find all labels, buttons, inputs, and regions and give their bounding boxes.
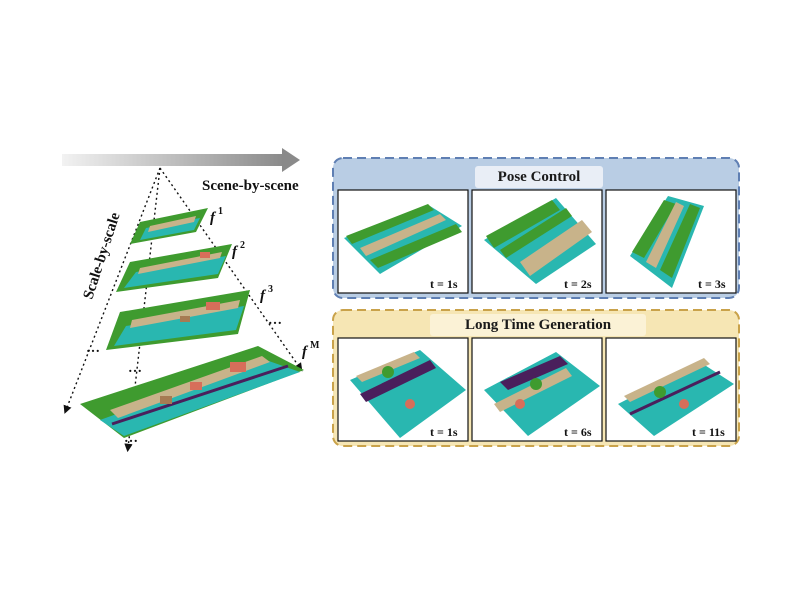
pose-time-label-3: t = 3s	[698, 277, 726, 291]
scene-by-scene-arrow	[62, 148, 300, 172]
long-frame-1	[337, 337, 469, 442]
pyramid-layer-2	[116, 244, 232, 292]
ellipsis-left: …	[86, 341, 100, 356]
pose-time-label-2: t = 2s	[564, 277, 592, 291]
svg-text:f: f	[302, 344, 309, 360]
scale-label-1: f 1	[210, 206, 223, 226]
long-frame-3	[605, 337, 737, 442]
ellipsis-right: …	[268, 313, 282, 328]
pose-frame-3	[605, 189, 737, 294]
pose-time-label-1: t = 1s	[430, 277, 458, 291]
pose-control-title: Pose Control	[475, 166, 603, 188]
svg-text:f: f	[210, 210, 217, 226]
pose-frame-2	[471, 189, 603, 294]
long-time-title: Long Time Generation	[430, 314, 646, 336]
pyramid-layer-4	[80, 346, 304, 438]
pyramid-layer-3	[106, 290, 250, 350]
long-time-label-3: t = 11s	[692, 425, 725, 439]
long-frame-2	[471, 337, 603, 442]
pyramid-layer-1	[130, 208, 208, 244]
long-time-label-2: t = 6s	[564, 425, 592, 439]
ellipsis-mid: …	[128, 361, 142, 376]
svg-text:M: M	[310, 340, 320, 351]
long-time-label-1: t = 1s	[430, 425, 458, 439]
scale-label-3: f 3	[260, 284, 273, 304]
pose-frame-1	[337, 189, 469, 294]
scale-label-m: f M	[302, 340, 320, 360]
svg-text:f: f	[260, 288, 267, 304]
ellipsis-bottom: …	[124, 431, 138, 446]
svg-text:1: 1	[218, 206, 223, 217]
scene-by-scene-label: Scene-by-scene	[202, 178, 299, 194]
scale-by-scale-label: Scale-by-scale	[81, 210, 124, 301]
scale-label-2: f 2	[232, 240, 245, 260]
svg-text:2: 2	[240, 240, 245, 251]
svg-text:3: 3	[268, 284, 273, 295]
svg-text:f: f	[232, 244, 239, 260]
